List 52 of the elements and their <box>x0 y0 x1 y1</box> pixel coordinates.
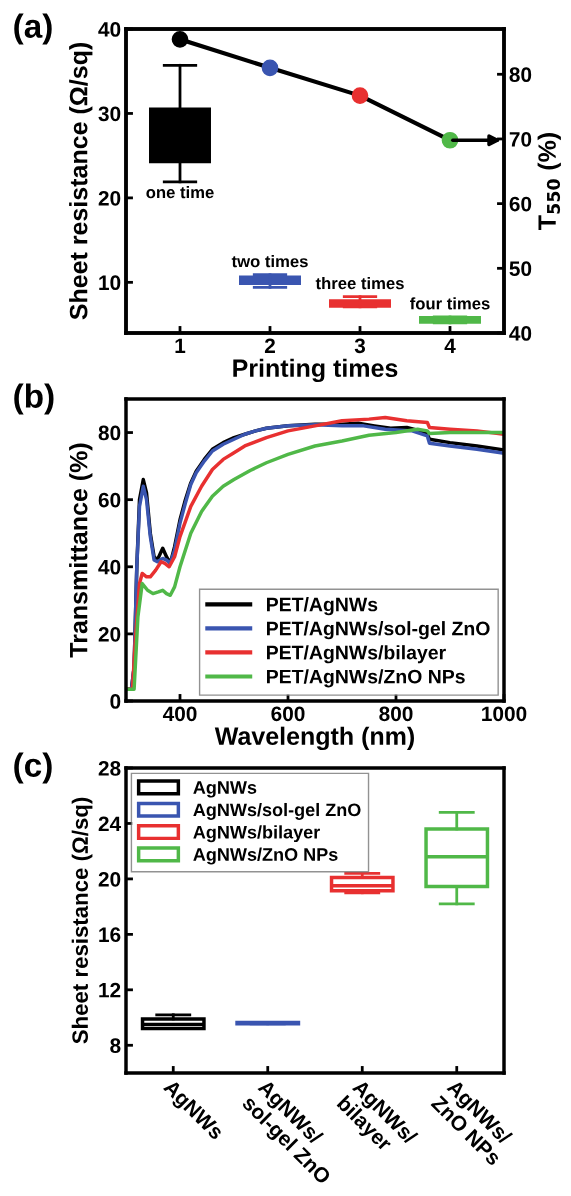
y-tick-label: 12 <box>99 982 121 998</box>
legend-label: AgNWs/ZnO NPs <box>193 847 338 865</box>
annotation: two times <box>231 255 308 268</box>
text: (c) <box>14 752 52 784</box>
y-tick-label: 60 <box>98 492 121 508</box>
y2-tick-label: 60 <box>509 196 532 212</box>
y-axis-title: Sheet resistance (Ω/sq) <box>71 797 93 1044</box>
legend-label: PET/AgNWs/sol-gel ZnO <box>267 621 490 640</box>
x-tick-label: 3 <box>354 338 366 354</box>
legend-label: PET/AgNWs/ZnO NPs <box>267 669 465 688</box>
y2-tick-label: 80 <box>509 67 532 83</box>
legend-label: AgNWs <box>193 781 257 798</box>
text: (b) <box>14 383 54 415</box>
y-tick-label: 16 <box>99 927 121 943</box>
y-tick-label: 0 <box>110 694 121 709</box>
x-tick-label: 2 <box>264 338 275 353</box>
x-tick-label: 1000 <box>482 706 527 722</box>
y-axis-title: Sheet resistance (Ω/sq) <box>69 42 93 320</box>
legend-label: AgNWs/sol-gel ZnO <box>193 802 361 820</box>
annotation: four times <box>410 297 490 310</box>
legend-label: PET/AgNWs/bilayer <box>267 645 446 664</box>
text: (a) <box>14 13 52 45</box>
y-tick-label: 28 <box>98 761 121 776</box>
x-tick-label: 800 <box>379 706 413 722</box>
y2-tick-label: 50 <box>509 261 532 277</box>
point <box>171 31 189 48</box>
y-tick-label: 10 <box>99 275 121 291</box>
y-tick-label: 80 <box>98 425 121 441</box>
y-tick-label: 40 <box>98 22 121 37</box>
legend-label: PET/AgNWs <box>267 597 378 616</box>
x-tick-label: 1 <box>175 338 186 353</box>
x-axis-title: Printing times <box>233 358 398 383</box>
annotation: one time <box>146 186 214 199</box>
y-tick-label: 20 <box>98 626 121 642</box>
y-tick-label: 20 <box>98 871 121 887</box>
point <box>261 59 279 77</box>
y-axis-title: Transmittance (%) <box>69 443 93 658</box>
y2-tick-label: 70 <box>509 131 532 147</box>
y-tick-label: 8 <box>110 1038 121 1054</box>
x-axis-title: Wavelength (nm) <box>214 726 414 751</box>
x-tick-label: 400 <box>162 706 197 722</box>
legend-label: AgNWs/bilayer <box>193 825 320 843</box>
y-tick-label: 40 <box>98 559 121 575</box>
y-tick-label: 30 <box>98 106 121 122</box>
annotation: three times <box>315 276 404 290</box>
y2-tick-label: 40 <box>509 326 532 341</box>
point <box>351 87 369 104</box>
y-tick-label: 20 <box>98 190 121 206</box>
x-tick-label: 4 <box>444 338 456 353</box>
y2-axis-title: T$_{550}$ (%) <box>537 133 561 231</box>
y-tick-label: 24 <box>98 816 122 831</box>
x-tick-label: 600 <box>271 706 305 722</box>
